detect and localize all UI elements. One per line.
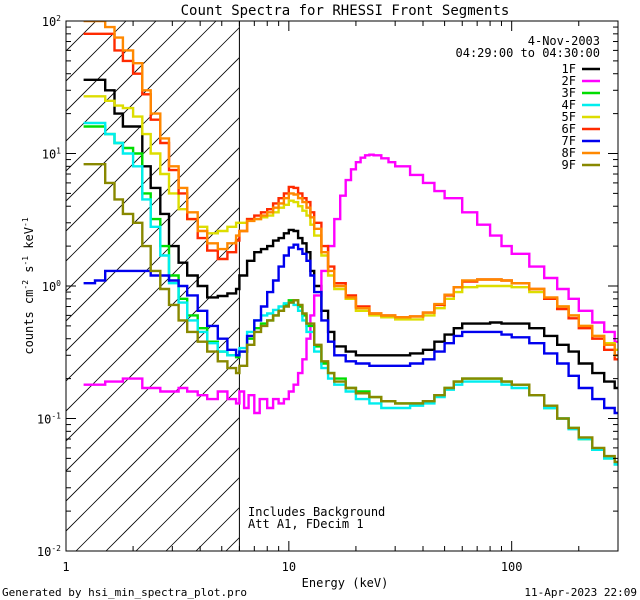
background-hatch-region — [66, 21, 618, 551]
hatch-line — [66, 21, 247, 202]
y-tick-label: 102 — [42, 14, 61, 29]
series-line-9f — [83, 163, 618, 464]
legend-label-2f: 2F — [562, 74, 576, 88]
date-annotation: 4-Nov-2003 — [528, 34, 600, 48]
legend-label-9f: 9F — [562, 158, 576, 172]
x-axis-label: Energy (keV) — [302, 576, 389, 590]
y-tick-label: 101 — [42, 147, 61, 162]
hatch-line — [66, 21, 217, 172]
legend-label-6f: 6F — [562, 122, 576, 136]
series-line-2f — [83, 153, 618, 415]
y-axis: 10-2 10-1 100 101 102 — [37, 14, 618, 559]
legend-label-8f: 8F — [562, 146, 576, 160]
legend-label-3f: 3F — [562, 86, 576, 100]
series-line-7f — [83, 243, 618, 415]
y-tick-label: 10-2 — [37, 544, 61, 559]
x-axis: 1 10 100 — [62, 21, 619, 574]
hatch-line — [66, 21, 307, 262]
series-layer — [83, 21, 618, 466]
hatch-line — [66, 21, 157, 112]
footer-timestamp: 11-Apr-2023 22:09 — [524, 586, 637, 599]
background-note: Includes Background — [248, 505, 385, 519]
legend-label-7f: 7F — [562, 134, 576, 148]
hatch-line — [66, 21, 187, 142]
x-tick-label: 100 — [501, 560, 523, 574]
y-axis-label: counts cm-2 s-1 keV-1 — [21, 217, 36, 354]
series-line-8f — [83, 21, 618, 357]
legend-label-1f: 1F — [562, 62, 576, 76]
hatch-mask — [239, 21, 618, 551]
y-tick-label: 100 — [42, 279, 61, 294]
attenuator-note: Att A1, FDecim 1 — [248, 517, 364, 531]
series-line-1f — [83, 78, 618, 390]
y-tick-label: 10-1 — [37, 412, 61, 427]
chart-title: Count Spectra for RHESSI Front Segments — [181, 3, 510, 19]
legend-label-5f: 5F — [562, 110, 576, 124]
legend-label-4f: 4F — [562, 98, 576, 112]
x-tick-label: 10 — [282, 560, 296, 574]
series-line-5f — [83, 95, 618, 351]
time-range-annotation: 04:29:00 to 04:30:00 — [456, 46, 601, 60]
x-tick-label: 1 — [62, 560, 69, 574]
footer-generated: Generated by hsi_min_spectra_plot.pro — [2, 586, 247, 599]
hatch-line — [66, 21, 277, 232]
